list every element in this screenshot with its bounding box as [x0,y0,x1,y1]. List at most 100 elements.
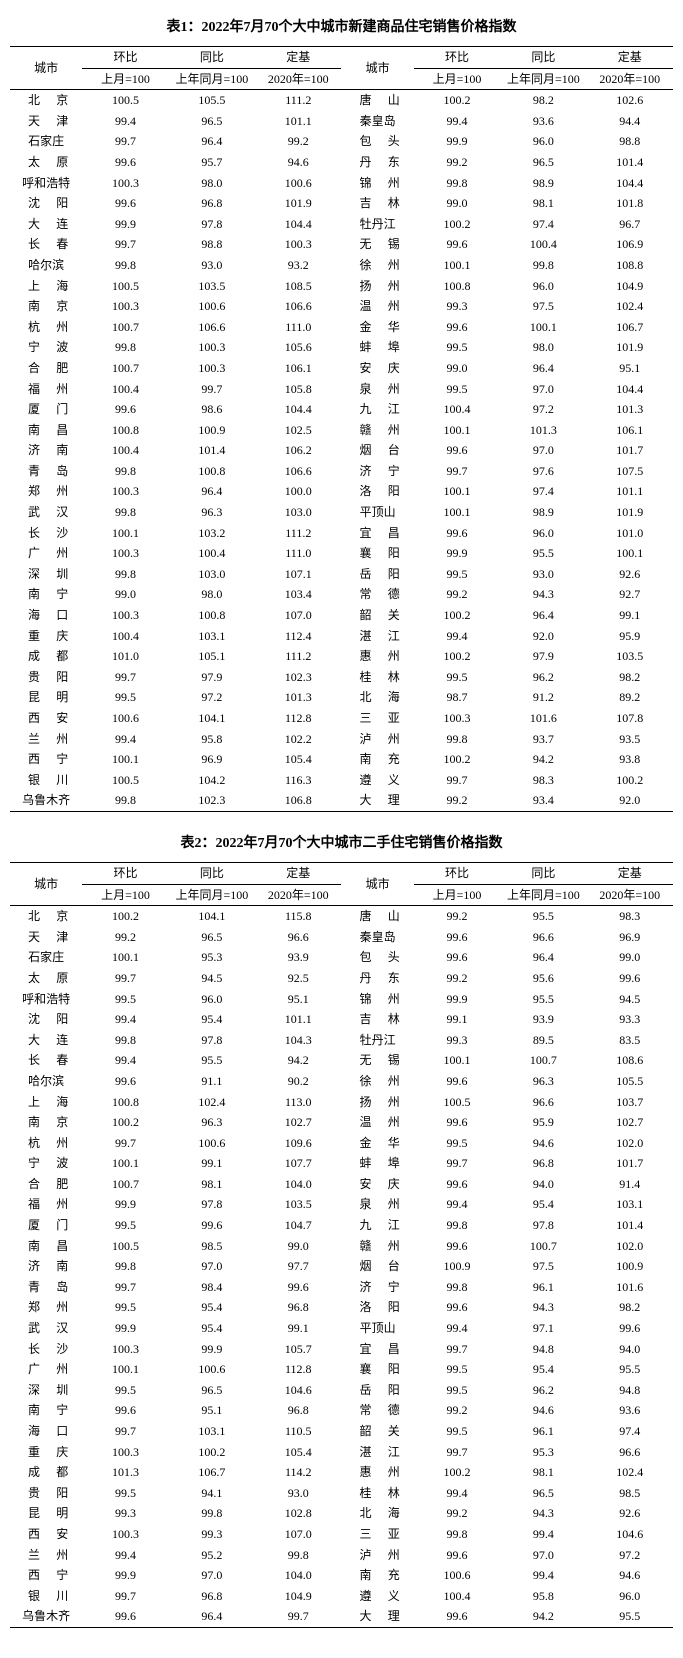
mom-left: 100.4 [82,379,168,400]
yoy-left: 94.1 [169,1483,255,1504]
city-right: 洛阳 [341,481,413,502]
yoy-right: 97.1 [500,1318,586,1339]
table-row: 杭州99.7100.6109.6金华99.594.6102.0 [10,1133,673,1154]
city-left: 深圳 [10,564,82,585]
base-right: 98.2 [587,667,673,688]
yoy-right: 98.3 [500,770,586,791]
yoy-right: 94.3 [500,1297,586,1318]
hdr-city-right: 城市 [341,47,413,90]
mom-left: 99.9 [82,1318,168,1339]
table-row: 青岛99.798.499.6济宁99.896.1101.6 [10,1277,673,1298]
city-left: 青岛 [10,1277,82,1298]
mom-right: 99.6 [414,1112,500,1133]
base-right: 98.8 [587,131,673,152]
city-left: 南昌 [10,1236,82,1257]
base-left: 112.8 [255,708,341,729]
yoy-right: 96.6 [500,927,586,948]
base-right: 96.0 [587,1586,673,1607]
base-right: 102.6 [587,90,673,111]
base-right: 95.5 [587,1359,673,1380]
yoy-left: 96.5 [169,1380,255,1401]
table-row: 乌鲁木齐99.8102.3106.8大理99.293.492.0 [10,790,673,811]
mom-right: 99.6 [414,1236,500,1257]
city-right: 常德 [341,1400,413,1421]
mom-right: 99.2 [414,152,500,173]
base-left: 106.1 [255,358,341,379]
table-row: 海口99.7103.1110.5韶关99.596.197.4 [10,1421,673,1442]
hdr2-base-sub-right: 2020年=100 [587,884,673,906]
city-right: 南充 [341,1565,413,1586]
base-right: 106.1 [587,420,673,441]
base-right: 91.4 [587,1174,673,1195]
base-left: 104.4 [255,214,341,235]
yoy-right: 96.5 [500,152,586,173]
base-right: 102.7 [587,1112,673,1133]
table-row: 上海100.8102.4113.0扬州100.596.6103.7 [10,1092,673,1113]
city-right: 烟台 [341,1256,413,1277]
yoy-left: 96.4 [169,1606,255,1627]
mom-left: 100.3 [82,173,168,194]
table-row: 南昌100.598.599.0赣州99.6100.7102.0 [10,1236,673,1257]
city-right: 平顶山 [341,502,413,523]
base-left: 100.0 [255,481,341,502]
base-left: 111.0 [255,317,341,338]
mom-right: 100.1 [414,420,500,441]
table-row: 呼和浩特99.596.095.1锦州99.995.594.5 [10,989,673,1010]
table-row: 西宁99.997.0104.0南充100.699.494.6 [10,1565,673,1586]
base-right: 97.4 [587,1421,673,1442]
yoy-left: 95.2 [169,1545,255,1566]
hdr2-mom-sub-right: 上月=100 [414,884,500,906]
table-row: 深圳99.596.5104.6岳阳99.596.294.8 [10,1380,673,1401]
yoy-right: 94.6 [500,1133,586,1154]
table-row: 哈尔滨99.893.093.2徐州100.199.8108.8 [10,255,673,276]
mom-left: 100.7 [82,317,168,338]
yoy-left: 99.7 [169,379,255,400]
mom-left: 99.2 [82,927,168,948]
city-right: 丹东 [341,968,413,989]
yoy-right: 97.9 [500,646,586,667]
yoy-left: 96.5 [169,927,255,948]
table-row: 厦门99.698.6104.4九江100.497.2101.3 [10,399,673,420]
yoy-right: 96.8 [500,1153,586,1174]
city-right: 常德 [341,584,413,605]
base-right: 100.1 [587,543,673,564]
city-right: 宜昌 [341,1339,413,1360]
yoy-left: 95.4 [169,1318,255,1339]
city-left: 武汉 [10,1318,82,1339]
yoy-right: 97.0 [500,440,586,461]
mom-right: 99.1 [414,1009,500,1030]
mom-left: 100.1 [82,749,168,770]
city-left: 上海 [10,276,82,297]
base-right: 94.5 [587,989,673,1010]
city-right: 蚌埠 [341,337,413,358]
yoy-left: 98.0 [169,173,255,194]
mom-left: 100.3 [82,543,168,564]
yoy-left: 100.9 [169,420,255,441]
yoy-left: 106.6 [169,317,255,338]
mom-left: 100.3 [82,1442,168,1463]
mom-right: 99.5 [414,379,500,400]
mom-left: 99.8 [82,1256,168,1277]
base-left: 111.2 [255,90,341,111]
base-right: 101.7 [587,1153,673,1174]
table-row: 重庆100.4103.1112.4湛江99.492.095.9 [10,626,673,647]
yoy-right: 97.4 [500,481,586,502]
city-left: 武汉 [10,502,82,523]
base-left: 106.2 [255,440,341,461]
yoy-left: 96.8 [169,193,255,214]
city-right: 九江 [341,399,413,420]
mom-left: 100.5 [82,770,168,791]
base-left: 101.1 [255,111,341,132]
city-right: 牡丹江 [341,1030,413,1051]
base-right: 104.4 [587,379,673,400]
city-left: 青岛 [10,461,82,482]
mom-right: 100.1 [414,1050,500,1071]
city-right: 丹东 [341,152,413,173]
mom-right: 99.6 [414,1545,500,1566]
mom-left: 99.8 [82,564,168,585]
yoy-right: 95.5 [500,989,586,1010]
city-left: 海口 [10,605,82,626]
city-right: 襄阳 [341,1359,413,1380]
base-right: 101.4 [587,1215,673,1236]
base-right: 107.5 [587,461,673,482]
